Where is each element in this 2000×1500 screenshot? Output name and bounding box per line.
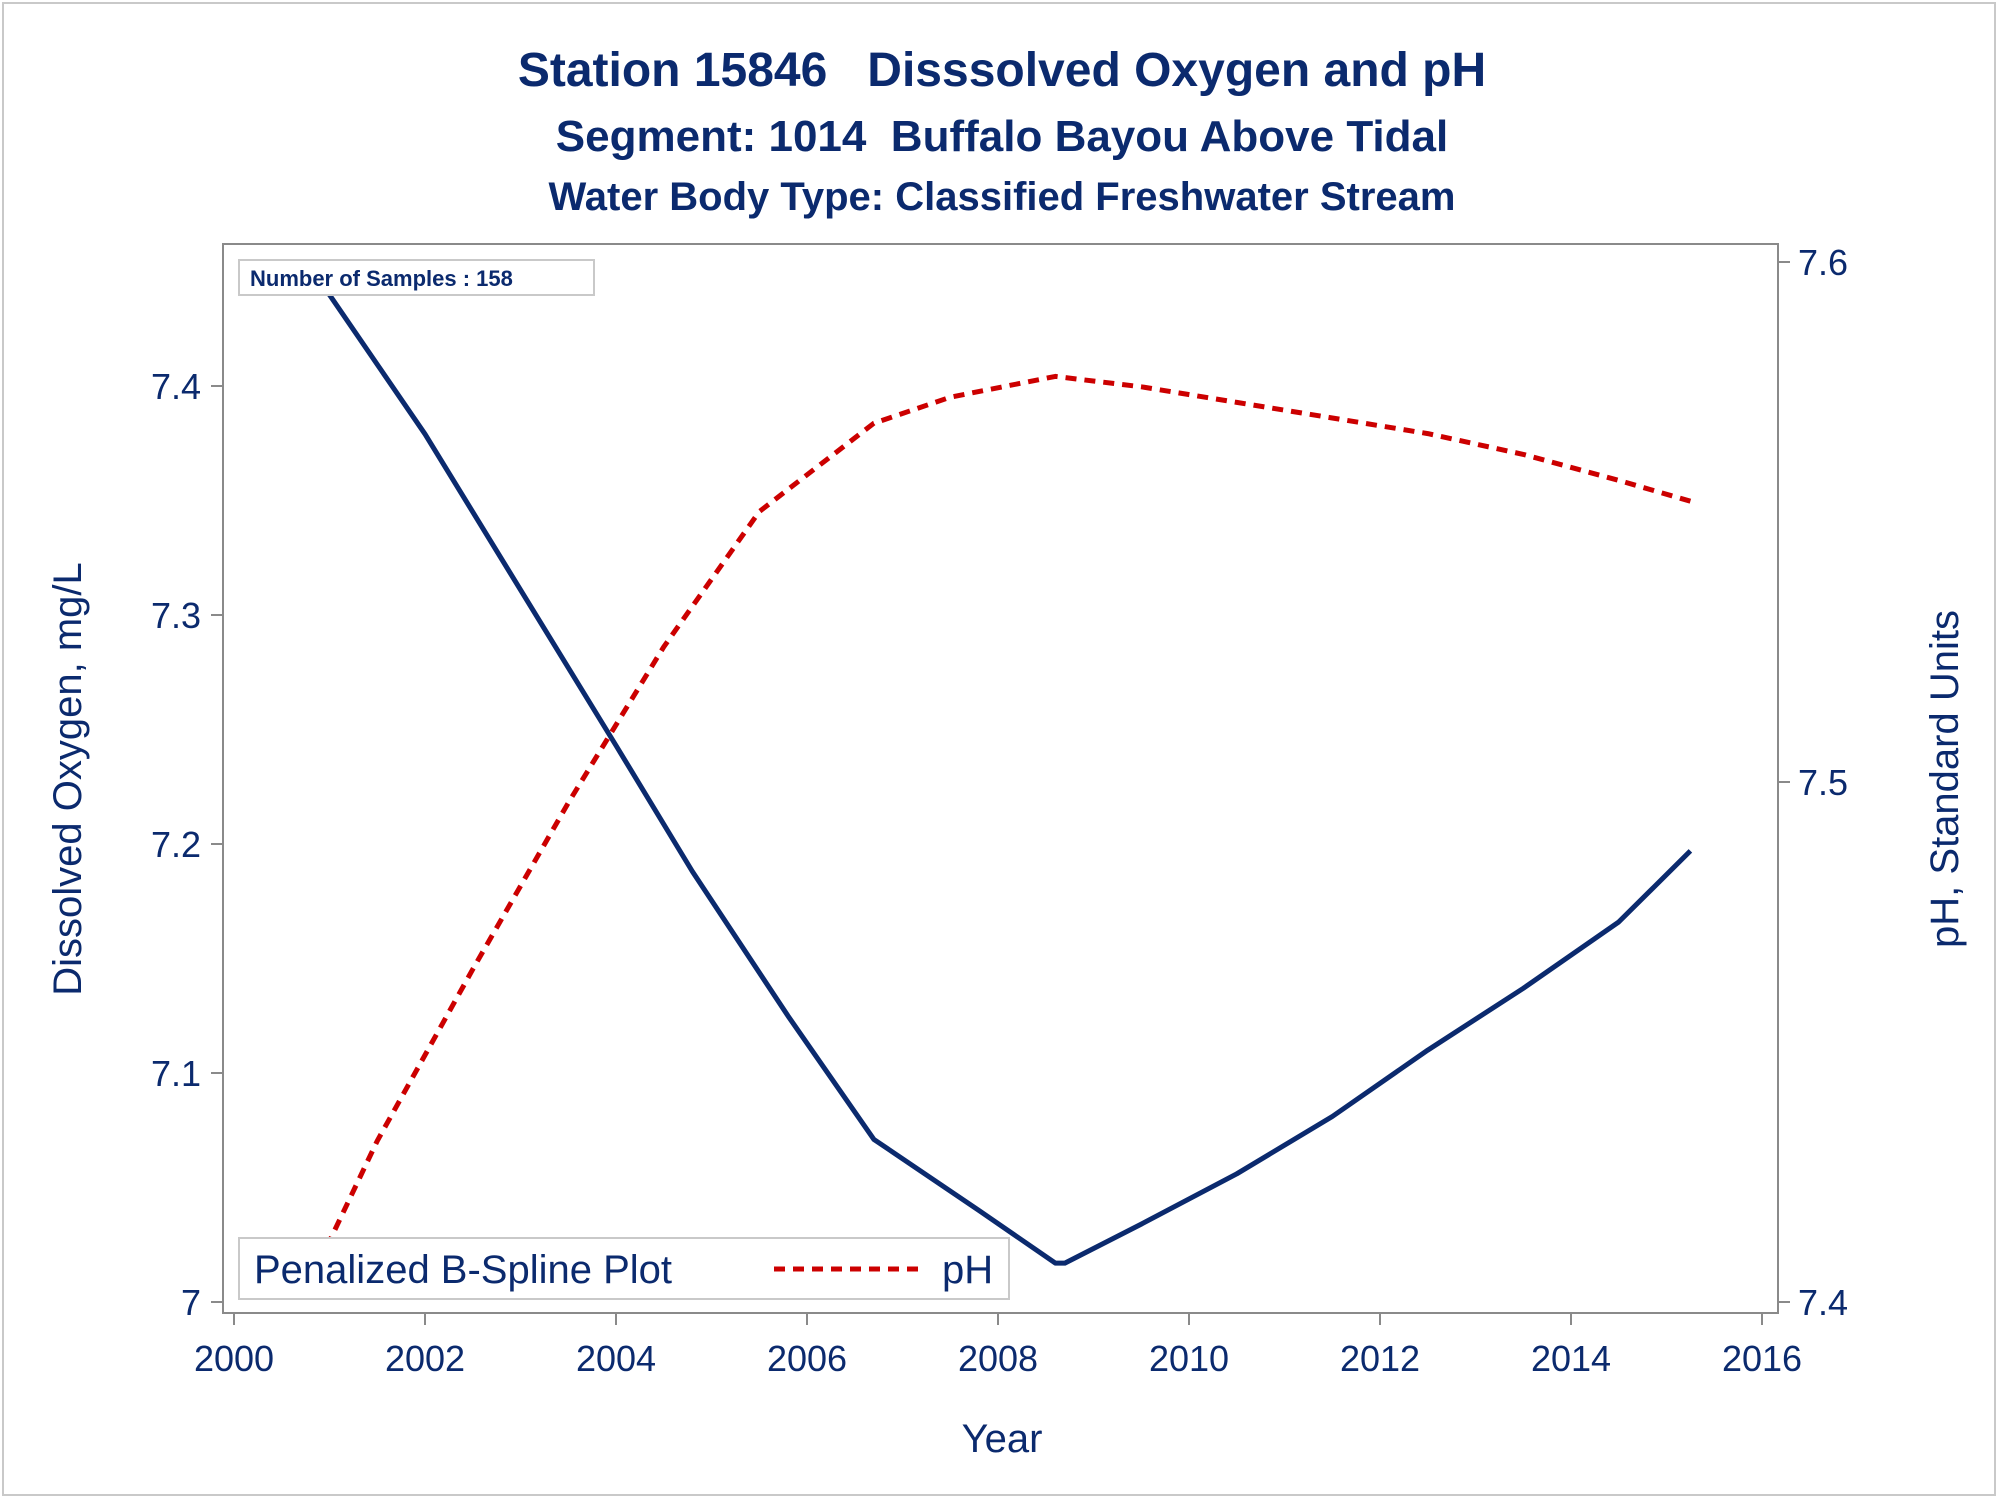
y-axis-right: 7.4 7.5 7.6 [1778, 242, 1848, 1323]
x-tick-label: 2014 [1531, 1338, 1611, 1379]
chart-svg: Station 15846 Disssolved Oxygen and pH S… [46, 44, 1967, 1461]
x-tick-label: 2012 [1340, 1338, 1420, 1379]
chart-subtitle: Segment: 1014 Buffalo Bayou Above Tidal [556, 112, 1448, 161]
series-line-dissolved-oxygen [308, 265, 1693, 1266]
y2-tick-label: 7.5 [1798, 762, 1848, 803]
series-layer [308, 265, 1693, 1283]
series-line-ph [308, 373, 1692, 1283]
legend-title: Penalized B-Spline Plot [254, 1248, 672, 1292]
x-tick-label: 2000 [194, 1338, 274, 1379]
plot-area-border [222, 243, 1779, 1314]
y-tick-label: 7.1 [151, 1053, 201, 1094]
inset-box [238, 259, 595, 296]
x-axis: 2000 2002 2004 2006 2008 2010 2012 2014 2016 [194, 1313, 1802, 1379]
x-tick-label: 2004 [576, 1338, 656, 1379]
x-tick-label: 2006 [767, 1338, 847, 1379]
x-tick-label: 2016 [1722, 1338, 1802, 1379]
y2-axis-label: pH, Standard Units [1923, 610, 1967, 948]
y-tick-label: 7.4 [151, 366, 201, 407]
x-axis-label: Year [962, 1417, 1043, 1461]
x-tick-label: 2010 [1149, 1338, 1229, 1379]
chart-title: Station 15846 Disssolved Oxygen and pH [518, 44, 1486, 97]
x-tick-label: 2008 [958, 1338, 1038, 1379]
y2-tick-label: 7.6 [1798, 242, 1848, 283]
y-tick-label: 7 [181, 1282, 201, 1323]
y-tick-label: 7.3 [151, 595, 201, 636]
y-axis-left: 7 7.1 7.2 7.3 7.4 [151, 366, 223, 1323]
y-axis-label: Dissolved Oxygen, mg/L [46, 562, 90, 996]
y-tick-label: 7.2 [151, 824, 201, 865]
y2-tick-label: 7.4 [1798, 1282, 1848, 1323]
inset-sample-count: Number of Samples : 158 [250, 266, 513, 291]
x-tick-label: 2002 [385, 1338, 465, 1379]
legend-box [238, 1237, 1010, 1300]
legend-label-ph: pH [942, 1248, 993, 1292]
chart-subtitle-2: Water Body Type: Classified Freshwater S… [549, 175, 1456, 219]
